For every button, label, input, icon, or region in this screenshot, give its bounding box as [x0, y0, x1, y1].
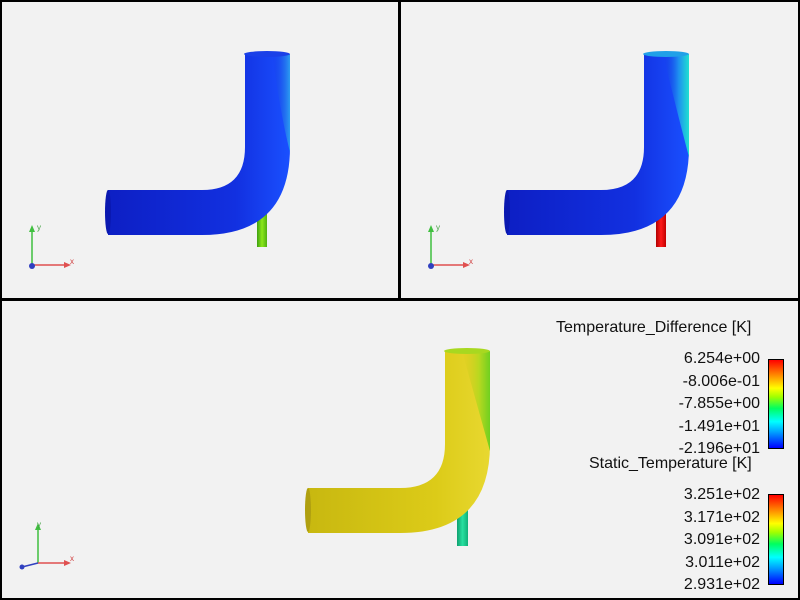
- pipe-scene: y x: [29, 51, 290, 269]
- pipe-warm-region: [462, 351, 490, 451]
- main-pipe: [507, 54, 689, 235]
- axis-triad: y x: [29, 223, 74, 269]
- pipe-scene: y x: [19, 348, 490, 570]
- main-pipe: [108, 54, 290, 235]
- legend-title: Static_Temperature [K]: [589, 455, 752, 472]
- colorbar: [768, 359, 784, 449]
- legend-tick: 3.171e+02: [683, 509, 760, 526]
- legend-tick: 6.254e+00: [683, 350, 760, 367]
- svg-text:x: x: [469, 257, 473, 266]
- svg-text:y: y: [436, 223, 440, 232]
- legend-tick: 3.011e+02: [685, 554, 760, 571]
- svg-text:x: x: [70, 257, 74, 266]
- svg-text:y: y: [37, 520, 41, 529]
- legend-tick: 2.931e+02: [683, 576, 760, 593]
- legend-tick: -1.491e+01: [678, 418, 760, 435]
- legend-tick: -8.006e-01: [682, 373, 760, 390]
- legend-tick: -2.196e+01: [678, 440, 760, 457]
- legend-tick: 3.251e+02: [683, 486, 760, 503]
- pipe-scene: y x: [428, 51, 689, 269]
- pipe-warm-region: [663, 54, 689, 157]
- pipe-warm-region: [272, 54, 290, 152]
- viewport-bottom[interactable]: y x Temperature_Difference [K] 6.254e+00…: [2, 301, 798, 598]
- legend-static-temperature: Static_Temperature [K] 3.251e+02 3.171e+…: [532, 453, 792, 598]
- main-pipe: [308, 351, 490, 533]
- legend-tick: -7.855e+00: [678, 395, 760, 412]
- colorbar: [768, 494, 784, 585]
- legend-title: Temperature_Difference [K]: [556, 319, 752, 336]
- legend-temperature-difference: Temperature_Difference [K] 6.254e+00 -8.…: [532, 317, 792, 457]
- branch-pipe: [257, 207, 267, 247]
- legend-tick: 3.091e+02: [683, 531, 760, 548]
- svg-text:x: x: [70, 554, 74, 563]
- branch-pipe: [457, 504, 468, 546]
- branch-pipe: [656, 207, 666, 247]
- svg-text:y: y: [37, 223, 41, 232]
- axis-triad: y x: [19, 520, 74, 570]
- viewport-top-left[interactable]: y x: [2, 2, 398, 298]
- axis-triad: y x: [428, 223, 473, 269]
- viewport-top-right[interactable]: y x: [401, 2, 798, 298]
